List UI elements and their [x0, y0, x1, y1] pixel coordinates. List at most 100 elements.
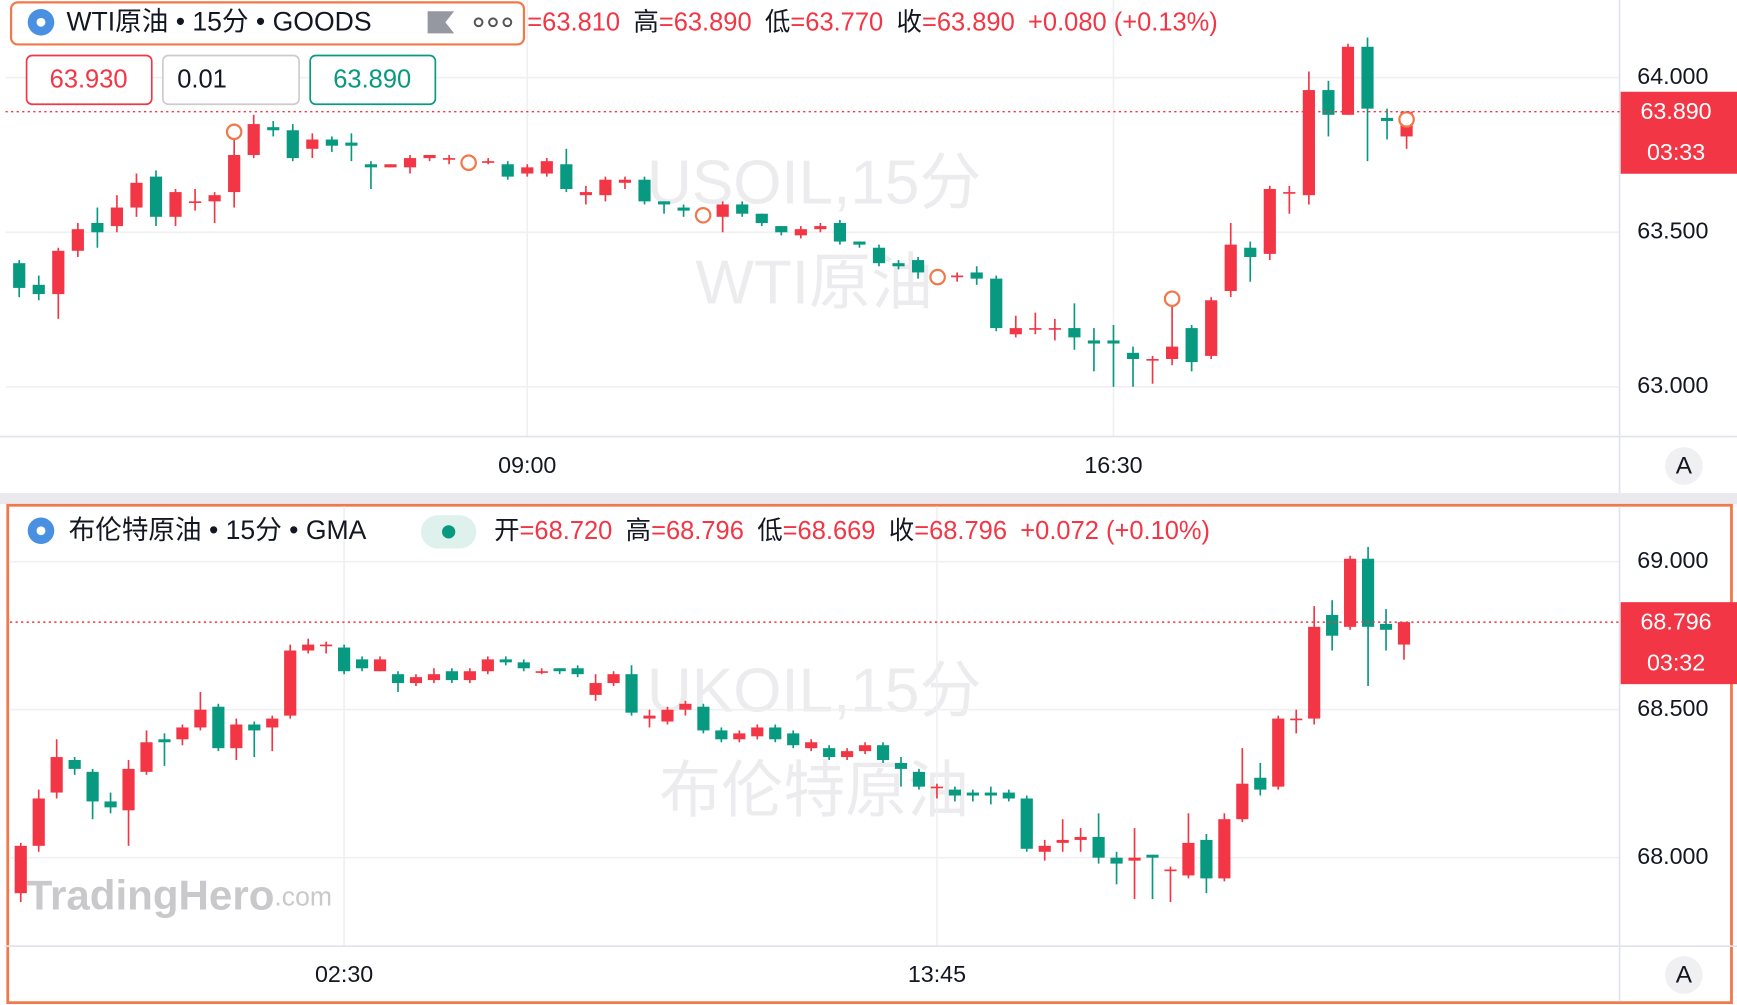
info-value: =63.770: [790, 8, 883, 36]
candle-body: [657, 201, 671, 205]
y-tick-label: 64.000: [1637, 63, 1708, 89]
info-label: 低: [765, 8, 790, 36]
candle-body: [1002, 792, 1015, 799]
info-label: 收: [896, 8, 921, 36]
candle-body: [1290, 718, 1303, 721]
candle-body: [1254, 777, 1267, 790]
candle-body: [403, 158, 417, 168]
candle-body: [1009, 328, 1022, 335]
candle-body: [697, 706, 710, 731]
candle-body: [306, 139, 319, 149]
last-price-label: 68.796: [1641, 608, 1712, 634]
event-marker[interactable]: [929, 268, 946, 286]
candle-body: [1380, 117, 1394, 121]
candle-body: [841, 751, 854, 758]
scale-button-label[interactable]: A: [1676, 962, 1693, 989]
event-marker[interactable]: [694, 206, 712, 224]
panel-separator: [0, 493, 1737, 505]
flag-icon[interactable]: [427, 11, 455, 34]
scale-button-label[interactable]: A: [1676, 452, 1693, 479]
info-value: +0.072 (+0.10%): [1020, 517, 1210, 545]
more-icon[interactable]: [473, 17, 513, 28]
candle-body: [661, 709, 674, 722]
candle-body: [50, 757, 63, 793]
candle-body: [521, 167, 534, 174]
countdown: 03:33: [1647, 139, 1705, 165]
symbol-icon-dot: [36, 17, 46, 27]
candle-body: [951, 275, 964, 278]
panel-wti: USOIL,15分 WTI原油 63.000 63.500 64.000 09:00 16:…: [0, 0, 1737, 494]
candle-body: [1107, 340, 1120, 344]
candle-body: [966, 792, 979, 796]
x-tick-label: 13:45: [908, 961, 966, 987]
countdown: 03:32: [1647, 649, 1705, 675]
info-label: 高: [626, 517, 651, 545]
candle-body: [1038, 845, 1051, 852]
candle-body: [643, 715, 656, 719]
scale-button[interactable]: [1664, 956, 1703, 994]
buy-button[interactable]: [309, 54, 437, 106]
candle-body: [775, 226, 788, 233]
candle-body: [32, 798, 45, 846]
y-tick-label: 68.000: [1637, 843, 1708, 869]
candle-body: [1361, 558, 1375, 627]
candle-body: [1379, 623, 1393, 630]
y-tick-label: 68.500: [1637, 695, 1708, 721]
candle-body: [1361, 46, 1374, 109]
last-price-tag: [1620, 91, 1737, 174]
candle-body: [212, 706, 225, 749]
candle-body: [267, 127, 280, 131]
candle-body: [481, 659, 494, 672]
candle-body: [715, 730, 728, 740]
candle-body: [409, 677, 423, 684]
symbol-title[interactable]: 布伦特原油 • 15分 • GMA: [69, 515, 367, 545]
sell-button[interactable]: [25, 54, 153, 106]
event-marker[interactable]: [1163, 290, 1181, 308]
scale-button[interactable]: [1664, 447, 1703, 485]
candle-body: [427, 674, 441, 681]
candle-body: [833, 222, 847, 242]
logo-suffix: .com: [274, 882, 332, 912]
candle-body: [872, 247, 886, 264]
candle-body: [1272, 718, 1285, 787]
candle-body: [320, 644, 333, 647]
symbol-title[interactable]: WTI原油 • 15分 • GOODS: [66, 6, 371, 36]
candle-body: [553, 668, 566, 672]
sell-price[interactable]: 63.930: [50, 66, 128, 94]
candle-body: [579, 192, 592, 196]
qty-value[interactable]: 0.01: [177, 66, 227, 94]
candle-body: [787, 733, 800, 746]
info-value: =68.796: [914, 517, 1007, 545]
buy-price[interactable]: 63.890: [333, 66, 411, 94]
candle-body: [188, 201, 202, 204]
candle-body: [1185, 328, 1198, 363]
event-marker[interactable]: [460, 154, 477, 172]
symbol-box[interactable]: [9, 1, 526, 46]
info-value: +0.080 (+0.13%): [1028, 8, 1218, 36]
event-marker[interactable]: [225, 123, 243, 141]
candle-body: [1341, 46, 1355, 115]
event-marker[interactable]: [1398, 111, 1415, 128]
candle-body: [423, 154, 436, 159]
candle-body: [990, 278, 1003, 329]
candle-body: [638, 179, 651, 202]
candle-body: [930, 786, 944, 789]
candle-body: [571, 668, 584, 675]
candle-body: [1200, 839, 1213, 879]
candle-body: [677, 207, 690, 211]
candle-body: [769, 727, 782, 740]
candle-body: [149, 176, 163, 217]
info-label: 低: [757, 517, 782, 545]
candle-body: [91, 222, 104, 233]
symbol-icon-dot: [36, 526, 46, 536]
candle-body: [302, 644, 315, 651]
candle-body: [911, 260, 925, 273]
candle-body: [984, 792, 997, 796]
candle-body: [122, 768, 135, 811]
qty-input[interactable]: [162, 54, 300, 106]
candle-body: [1166, 346, 1179, 360]
candle-body: [1397, 622, 1411, 645]
candle-body: [1344, 558, 1357, 627]
